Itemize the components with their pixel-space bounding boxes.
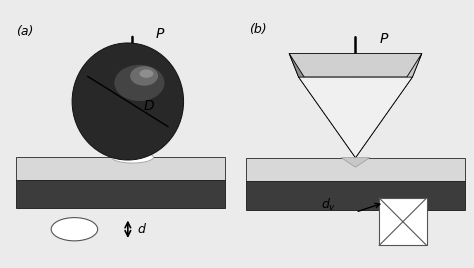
- Polygon shape: [246, 158, 465, 181]
- Text: (b): (b): [249, 23, 266, 36]
- Ellipse shape: [114, 65, 164, 101]
- Ellipse shape: [72, 43, 183, 160]
- Polygon shape: [299, 77, 412, 158]
- Text: d: d: [137, 223, 145, 236]
- Polygon shape: [289, 53, 356, 158]
- Text: D: D: [144, 99, 155, 113]
- Ellipse shape: [111, 151, 154, 163]
- Polygon shape: [246, 181, 465, 210]
- Polygon shape: [289, 53, 422, 77]
- Polygon shape: [16, 157, 226, 180]
- Text: $\mathit{d}_\mathit{v}$: $\mathit{d}_\mathit{v}$: [321, 197, 337, 213]
- Text: (a): (a): [16, 25, 34, 38]
- Ellipse shape: [139, 69, 154, 78]
- Polygon shape: [356, 53, 422, 158]
- Ellipse shape: [51, 218, 98, 241]
- Polygon shape: [341, 158, 370, 167]
- Text: P: P: [155, 27, 164, 41]
- Ellipse shape: [130, 66, 158, 86]
- Text: P: P: [379, 32, 388, 46]
- Polygon shape: [379, 198, 427, 245]
- Polygon shape: [16, 180, 226, 208]
